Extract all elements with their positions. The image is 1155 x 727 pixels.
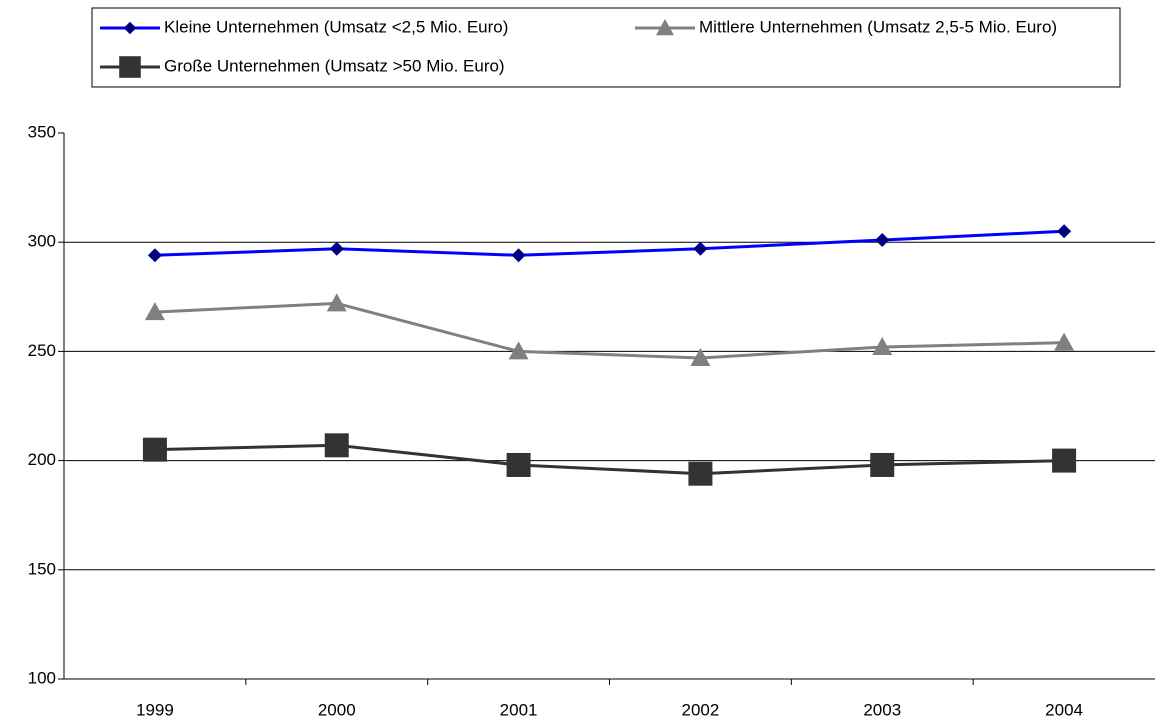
legend-label: Große Unternehmen (Umsatz >50 Mio. Euro) bbox=[164, 56, 505, 75]
x-tick-label: 2003 bbox=[863, 700, 901, 719]
x-tick-label: 2000 bbox=[318, 700, 356, 719]
data-point bbox=[508, 341, 529, 360]
y-tick-label: 250 bbox=[28, 341, 56, 360]
data-point bbox=[511, 248, 526, 263]
data-point bbox=[142, 437, 167, 462]
data-point bbox=[1057, 224, 1072, 239]
x-tick-label: 2002 bbox=[682, 700, 720, 719]
data-point bbox=[693, 241, 708, 256]
y-tick-label: 300 bbox=[28, 232, 56, 251]
legend-marker bbox=[656, 19, 674, 36]
data-point bbox=[144, 302, 165, 321]
data-point bbox=[872, 337, 893, 356]
data-point bbox=[1052, 448, 1077, 473]
legend-label: Kleine Unternehmen (Umsatz <2,5 Mio. Eur… bbox=[164, 17, 508, 36]
x-tick-label: 2004 bbox=[1045, 700, 1083, 719]
data-point bbox=[324, 433, 349, 458]
x-tick-label: 2001 bbox=[500, 700, 538, 719]
legend-box bbox=[91, 7, 1121, 88]
data-point bbox=[326, 293, 347, 312]
data-point bbox=[1054, 332, 1075, 351]
y-tick-label: 100 bbox=[28, 668, 56, 687]
data-point bbox=[870, 452, 895, 477]
data-point bbox=[329, 241, 344, 256]
y-tick-label: 350 bbox=[28, 122, 56, 141]
data-point bbox=[688, 461, 713, 486]
y-tick-label: 150 bbox=[28, 559, 56, 578]
legend-marker bbox=[119, 56, 141, 78]
data-point bbox=[690, 347, 711, 366]
series-line bbox=[154, 301, 1065, 360]
data-point bbox=[506, 452, 531, 477]
data-point bbox=[875, 233, 890, 248]
series-line bbox=[154, 443, 1065, 476]
x-tick-label: 1999 bbox=[136, 700, 174, 719]
y-tick-label: 200 bbox=[28, 450, 56, 469]
legend-marker bbox=[123, 21, 137, 35]
legend-label: Mittlere Unternehmen (Umsatz 2,5-5 Mio. … bbox=[699, 17, 1057, 36]
data-point bbox=[147, 248, 162, 263]
series-line bbox=[154, 229, 1065, 257]
